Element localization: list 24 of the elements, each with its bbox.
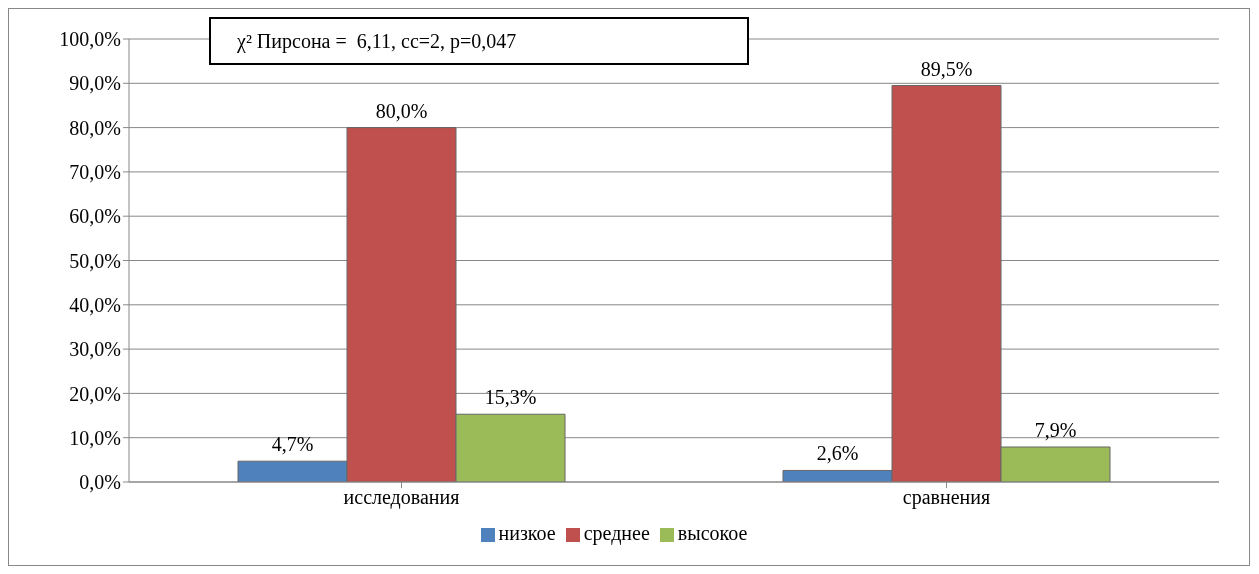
y-tick-label: 10,0% — [69, 426, 121, 449]
y-tick-label: 100,0% — [59, 28, 121, 51]
data-label: 7,9% — [1034, 419, 1077, 441]
legend-label: низкое — [498, 522, 556, 544]
y-tick-label: 70,0% — [69, 161, 121, 183]
data-label: 2,6% — [816, 442, 859, 465]
y-tick-label: 20,0% — [69, 382, 121, 405]
y-tick-label: 40,0% — [69, 293, 121, 316]
y-tick-label: 60,0% — [69, 205, 121, 228]
legend-label: среднее — [583, 522, 650, 544]
x-tick-label: исследования — [343, 486, 460, 510]
y-tick-label: 0,0% — [79, 471, 121, 494]
legend-label: высокое — [677, 522, 748, 544]
data-label: 4,7% — [271, 433, 314, 456]
x-tick-label: сравнения — [902, 486, 991, 510]
y-tick-label: 80,0% — [69, 116, 121, 139]
data-label: 89,5% — [920, 57, 973, 80]
y-tick-label: 30,0% — [69, 338, 121, 361]
annotation: χ² Пирсона = 6,11, cc=2, p=0,047 — [237, 29, 517, 53]
text-frame: χ² Пирсона = 6,11, cc=2, p=0,047 — [209, 17, 749, 65]
y-tick-label: 50,0% — [69, 249, 121, 272]
data-label: 15,3% — [484, 386, 537, 409]
y-tick-label: 90,0% — [69, 72, 121, 95]
data-label: 80,0% — [375, 99, 428, 122]
